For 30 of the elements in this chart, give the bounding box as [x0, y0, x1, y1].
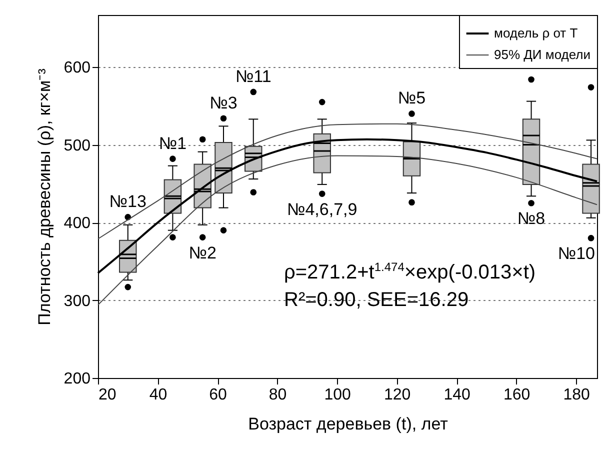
x-tick-label: 120	[384, 386, 411, 404]
x-tick-label: 160	[503, 386, 530, 404]
annotation: №3	[210, 93, 238, 112]
y-axis-title: Плотность древесины (ρ), кг×м⁻³	[34, 68, 54, 326]
annotation: ρ=271.2+t$^{1.474}$×exp(-0.013×t)	[284, 259, 536, 286]
annotation: №4,6,7,9	[286, 200, 358, 219]
annotation: №10	[558, 244, 596, 264]
x-tick-label: 20	[98, 386, 116, 404]
annotation: R²=0.90, SEE=16.29	[284, 288, 470, 313]
y-tick-label: 300	[64, 292, 91, 310]
x-tick-label: 60	[209, 386, 228, 404]
y-tick-label: 600	[64, 60, 91, 77]
y-tick-label: 200	[64, 370, 91, 388]
legend-label: 95% ДИ модели	[494, 47, 591, 62]
x-axis-title: Возраст деревьев (t), лет	[248, 414, 448, 434]
annotation: №8	[517, 209, 546, 228]
legend-label: модель ρ от Т	[494, 26, 578, 40]
annotation: №11	[235, 66, 272, 86]
x-tick-label: 140	[444, 386, 471, 404]
x-tick-label: 180	[563, 386, 590, 404]
annotation: №13	[109, 192, 146, 212]
y-tick-label: 400	[64, 215, 91, 232]
x-tick-label: 40	[149, 386, 168, 404]
annotation: №5	[398, 88, 426, 108]
line-series	[98, 123, 598, 240]
x-tick-label: 80	[268, 386, 287, 404]
annotation: №1	[158, 134, 187, 153]
annotation: №2	[188, 243, 216, 262]
x-tick-label: 100	[324, 386, 351, 404]
y-tick-label: 500	[64, 137, 91, 154]
